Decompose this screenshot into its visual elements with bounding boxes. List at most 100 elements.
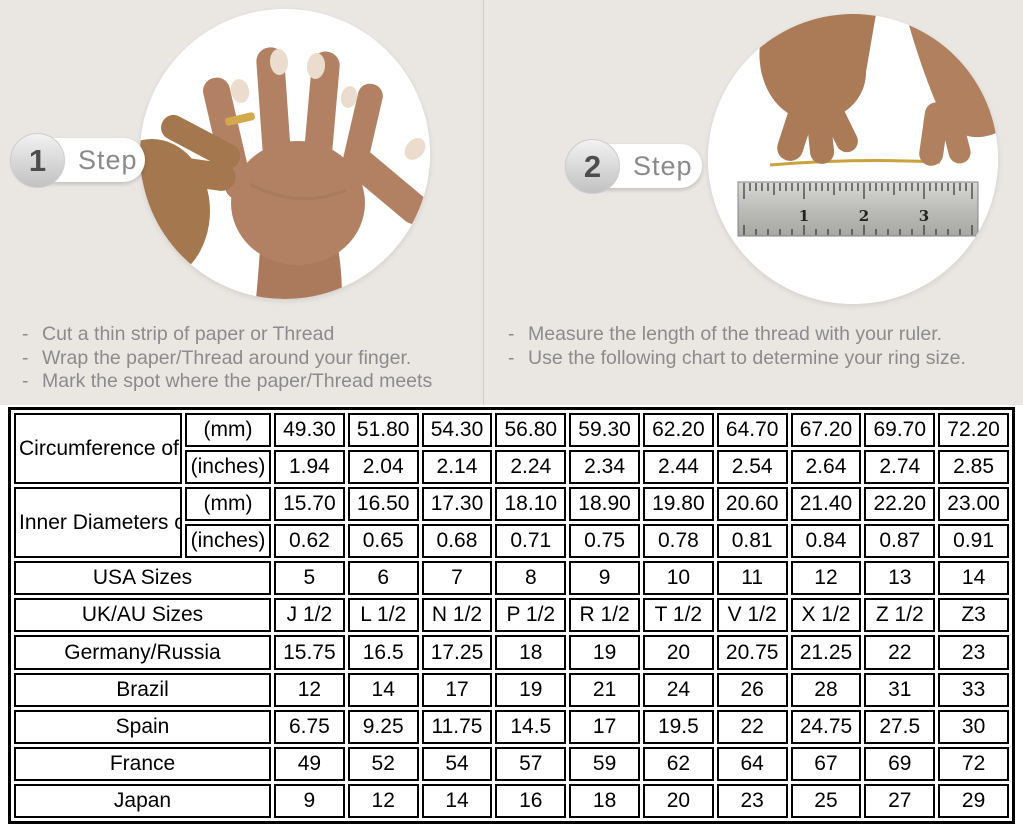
size-cell: R 1/2 (569, 598, 640, 633)
size-cell: 21.40 (790, 487, 862, 522)
size-cell: 19 (569, 635, 640, 670)
size-cell: 15.75 (274, 635, 345, 670)
size-cell: 0.84 (790, 524, 862, 559)
ruler-number: 1 (799, 207, 809, 225)
size-cell: 2.64 (790, 450, 862, 485)
step1-instructions: - Cut a thin strip of paper or Thread - … (22, 323, 432, 394)
instruction-item: - Cut a thin strip of paper or Thread (22, 323, 432, 347)
size-cell: 2.44 (642, 450, 714, 485)
size-cell: 2.54 (716, 450, 788, 485)
size-cell: 2.14 (421, 450, 493, 485)
size-cell: 19 (495, 672, 567, 707)
row-label: UK/AU Sizes (14, 598, 271, 633)
size-cell: 67.20 (790, 413, 862, 448)
instruction-text: Mark the spot where the paper/Thread mee… (42, 370, 433, 392)
size-cell: P 1/2 (495, 598, 567, 633)
instruction-text: Cut a thin strip of paper or Thread (42, 323, 335, 345)
panel-divider (483, 0, 484, 406)
size-cell: 0.62 (274, 524, 345, 559)
size-cell: 20 (642, 783, 714, 818)
size-cell: 2.04 (347, 450, 419, 485)
size-cell: 6 (347, 561, 419, 596)
step1-number-circle: 1 (10, 133, 65, 188)
size-cell: 13 (864, 561, 936, 596)
size-cell: 2.85 (938, 450, 1009, 485)
size-cell: 16 (495, 783, 567, 818)
size-cell: 17.30 (421, 487, 493, 522)
hand-with-ring-illustration (140, 9, 430, 299)
row-label: Spain (14, 709, 271, 744)
size-cell: 72.20 (938, 413, 1009, 448)
size-cell: 0.91 (938, 524, 1009, 559)
row-group-label: Circumference of Your Finger (14, 413, 182, 485)
size-cell: 69.70 (864, 413, 936, 448)
row-label: France (14, 746, 271, 781)
steps-section: 1 Step - Cut a thin strip of paper or Th… (0, 0, 1023, 406)
table-row: UK/AU Sizes J 1/2 L 1/2 N 1/2 P 1/2 R 1/2 T 1/… (14, 598, 1009, 633)
row-label: Brazil (14, 672, 271, 707)
size-cell: 22.20 (864, 487, 936, 522)
size-cell: 2.34 (569, 450, 640, 485)
size-cell: 49 (274, 746, 345, 781)
table-row: Brazil 12 14 17 19 21 24 26 28 31 33 (14, 672, 1009, 707)
size-cell: 16.5 (347, 635, 419, 670)
size-cell: 0.87 (864, 524, 936, 559)
size-cell: 27 (864, 783, 936, 818)
size-cell: Z 1/2 (864, 598, 936, 633)
size-cell: 0.71 (495, 524, 567, 559)
table-row: (inches) 0.62 0.65 0.68 0.71 0.75 0.78 0.81 0.84… (14, 524, 1009, 559)
size-cell: V 1/2 (716, 598, 788, 633)
thread-on-ruler-illustration: 1 2 3 (708, 14, 998, 304)
size-cell: 25 (790, 783, 862, 818)
size-cell: 26 (716, 672, 788, 707)
size-cell: Z3 (938, 598, 1009, 633)
unit-label: (inches) (185, 450, 271, 485)
size-cell: 52 (347, 746, 419, 781)
size-cell: 14 (421, 783, 493, 818)
step2-badge: 2 Step (565, 139, 702, 194)
ruler-number: 3 (919, 207, 929, 225)
size-cell: 20.75 (716, 635, 788, 670)
size-cell: 0.81 (716, 524, 788, 559)
size-cell: 0.75 (569, 524, 640, 559)
size-cell: 14.5 (495, 709, 567, 744)
size-cell: 16.50 (347, 487, 419, 522)
size-cell: T 1/2 (642, 598, 714, 633)
size-cell: 9.25 (347, 709, 419, 744)
size-cell: 2.24 (495, 450, 567, 485)
instruction-item: - Wrap the paper/Thread around your fing… (22, 347, 432, 371)
size-cell: 21.25 (790, 635, 862, 670)
ring-size-table: Circumference of Your Finger(mm)49.3051.… (8, 407, 1015, 824)
size-cell: 14 (938, 561, 1009, 596)
unit-label: (mm) (185, 487, 271, 522)
instruction-item: - Measure the length of the thread with … (508, 323, 966, 347)
row-label: Germany/Russia (14, 635, 271, 670)
size-cell: 1.94 (274, 450, 345, 485)
size-cell: 62 (642, 746, 714, 781)
size-cell: 29 (938, 783, 1009, 818)
size-cell: 30 (938, 709, 1009, 744)
size-cell: 23.00 (938, 487, 1009, 522)
size-cell: 17 (421, 672, 493, 707)
step1-label: Step (78, 144, 138, 175)
instruction-item: - Mark the spot where the paper/Thread m… (22, 370, 432, 394)
size-cell: 59.30 (569, 413, 640, 448)
step2-number-circle: 2 (565, 139, 620, 194)
size-cell: 11 (716, 561, 788, 596)
bullet-dash: - (22, 370, 29, 392)
instruction-item: - Use the following chart to determine y… (508, 347, 966, 371)
size-cell: 28 (790, 672, 862, 707)
instruction-text: Wrap the paper/Thread around your finger… (42, 346, 412, 369)
instruction-text: Measure the length of the thread with yo… (528, 323, 943, 345)
bullet-dash: - (22, 323, 29, 345)
size-cell: 12 (347, 783, 419, 818)
row-label: USA Sizes (14, 561, 271, 596)
size-cell: 6.75 (274, 709, 345, 744)
size-cell: 11.75 (421, 709, 493, 744)
size-cell: 0.65 (347, 524, 419, 559)
size-cell: 19.5 (642, 709, 714, 744)
unit-label: (inches) (185, 524, 271, 559)
size-cell: 14 (347, 672, 419, 707)
size-cell: 0.78 (642, 524, 714, 559)
